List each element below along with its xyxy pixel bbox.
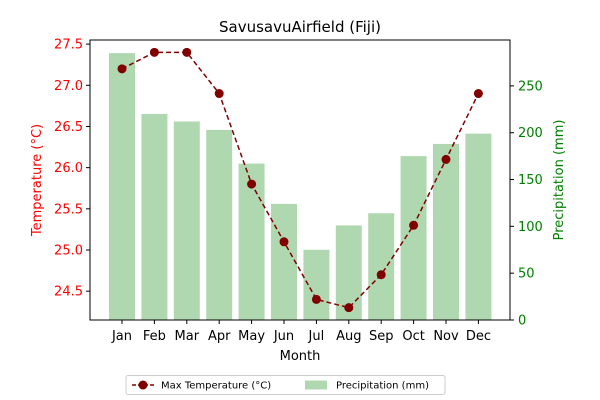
- x-tick-label-jan: Jan: [111, 329, 132, 344]
- temperature-point-sep: [376, 270, 386, 280]
- right-tick-label: 250: [518, 79, 543, 94]
- left-tick-label: 25.0: [54, 244, 83, 259]
- left-tick-label: 27.0: [54, 79, 83, 94]
- legend: Max Temperature (°C) Precipitation (mm): [125, 375, 446, 395]
- precipitation-bar-jan: [109, 53, 135, 321]
- right-tick-label: 50: [518, 267, 535, 282]
- precipitation-bar-feb: [141, 113, 168, 320]
- temperature-point-aug: [344, 303, 354, 313]
- x-tick-label-mar: Mar: [175, 329, 200, 344]
- right-axis: 0 50 100 150 200 250: [510, 79, 543, 329]
- x-tick-label-nov: Nov: [433, 329, 459, 344]
- x-tick-label-aug: Aug: [336, 329, 361, 344]
- left-tick-label: 27.5: [54, 38, 83, 53]
- temperature-point-may: [247, 179, 257, 189]
- left-tick-label: 25.5: [54, 202, 83, 217]
- precipitation-bar-sep: [368, 213, 395, 320]
- precipitation-bar-jul: [303, 249, 330, 320]
- right-axis-label: Precipitation (mm): [552, 120, 567, 241]
- left-axis-label: Temperature (°C): [30, 124, 45, 237]
- legend-temperature-label: Max Temperature (°C): [161, 381, 271, 392]
- x-tick-label-jul: Jul: [308, 329, 325, 344]
- x-tick-label-sep: Sep: [369, 329, 394, 344]
- left-tick-label: 26.5: [54, 120, 83, 135]
- legend-precipitation-label: Precipitation (mm): [336, 381, 429, 392]
- precipitation-bar-mar: [173, 121, 200, 320]
- temperature-point-jan: [117, 64, 127, 74]
- right-tick-label: 100: [518, 220, 543, 235]
- x-tick-label-jun: Jun: [273, 329, 294, 344]
- precipitation-bar-apr: [206, 129, 233, 320]
- precipitation-bar-dec: [465, 133, 492, 320]
- precipitation-bar-nov: [433, 143, 459, 320]
- temperature-point-jul: [311, 294, 321, 304]
- right-tick-label: 200: [518, 126, 543, 141]
- x-tick-label-feb: Feb: [143, 329, 166, 344]
- x-tick-label-may: May: [238, 329, 265, 344]
- x-axis-label: Month: [280, 349, 321, 364]
- left-tick-label: 24.5: [54, 285, 83, 300]
- left-axis: 24.5 25.0 25.5 26.0 26.5 27.0 27.5: [54, 38, 90, 300]
- temperature-line: [117, 47, 483, 313]
- legend-temperature-marker-icon: [138, 380, 148, 390]
- precipitation-bar-may: [238, 163, 265, 320]
- right-tick-label: 150: [518, 173, 543, 188]
- temperature-series-line: [121, 51, 480, 309]
- temperature-point-dec: [473, 89, 483, 99]
- legend-frame: [125, 375, 446, 395]
- temperature-point-oct: [409, 220, 419, 230]
- chart-title: SavusavuAirfield (Fiji): [219, 18, 381, 36]
- temperature-point-feb: [149, 47, 159, 57]
- precipitation-bars: [109, 53, 492, 321]
- precipitation-bar-jun: [271, 203, 297, 320]
- x-tick-label-oct: Oct: [402, 329, 424, 344]
- x-axis: Jan Feb Mar Apr May Jun Jul Aug Sep Oct Nov Dec: [111, 320, 491, 344]
- left-tick-label: 26.0: [54, 161, 83, 176]
- temperature-point-jun: [279, 237, 289, 247]
- temperature-point-apr: [214, 89, 224, 99]
- temperature-point-nov: [441, 154, 451, 164]
- x-tick-label-apr: Apr: [208, 329, 231, 344]
- temperature-point-mar: [182, 47, 192, 57]
- x-tick-label-dec: Dec: [466, 329, 491, 344]
- right-tick-label: 0: [518, 314, 526, 329]
- legend-precipitation-swatch-icon: [305, 380, 327, 390]
